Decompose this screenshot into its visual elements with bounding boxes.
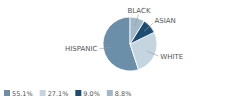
annotations: HISPANIC WHITE ASIAN BLACK <box>65 7 183 61</box>
legend-swatch <box>75 90 81 96</box>
legend-swatch <box>107 90 113 96</box>
legend-swatch <box>40 90 46 96</box>
legend-label: 9.0% <box>83 90 100 98</box>
legend-item: 27.1% <box>40 90 69 98</box>
chart: HISPANIC WHITE ASIAN BLACK 55.1% 27.1% 9.0% 8.8… <box>0 0 240 100</box>
slice-label: ASIAN <box>154 17 175 25</box>
leader-line <box>99 47 111 49</box>
slice-label: HISPANIC <box>65 45 98 53</box>
legend: 55.1% 27.1% 9.0% 8.8% <box>4 90 131 98</box>
pie-slice <box>130 17 144 44</box>
legend-label: 8.8% <box>115 90 132 98</box>
leader-line <box>135 14 138 26</box>
legend-item: 55.1% <box>4 90 33 98</box>
legend-label: 27.1% <box>48 90 69 98</box>
leader-line <box>144 23 153 31</box>
slice-label: WHITE <box>160 53 183 61</box>
legend-item: 8.8% <box>107 90 132 98</box>
legend-swatch <box>4 90 10 96</box>
pie <box>103 17 157 71</box>
leader-line <box>147 51 158 56</box>
legend-label: 55.1% <box>12 90 33 98</box>
slice-label: BLACK <box>127 7 150 15</box>
legend-item: 9.0% <box>75 90 100 98</box>
